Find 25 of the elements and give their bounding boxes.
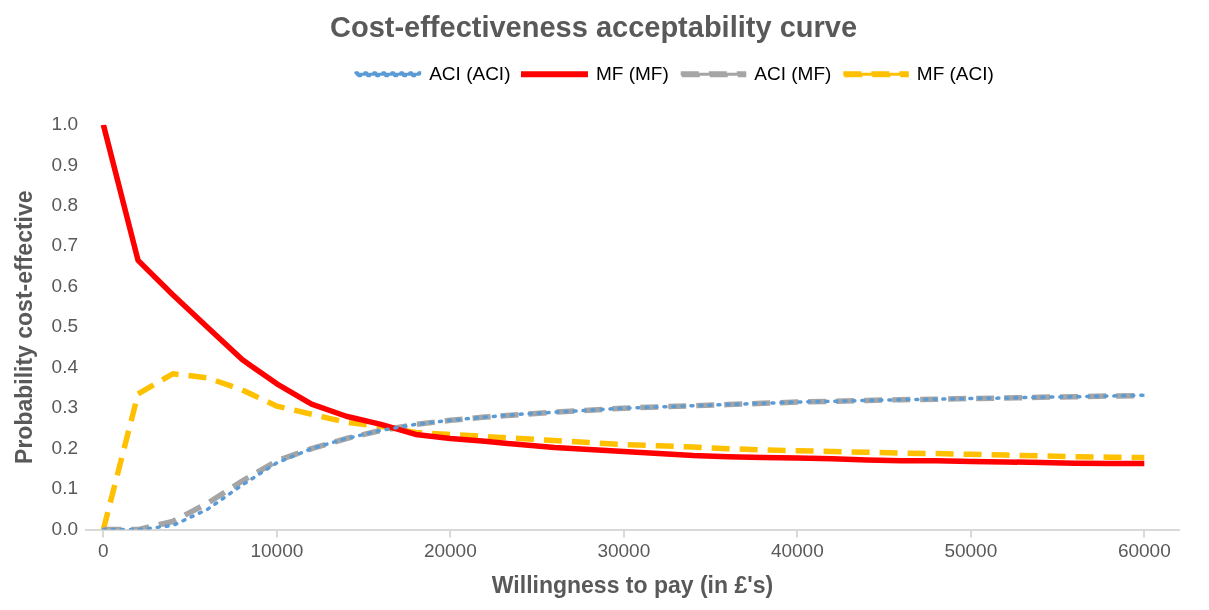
x-tick-label: 30000: [597, 540, 651, 562]
x-tick-label: 20000: [423, 540, 477, 562]
y-tick-label: 0.3: [51, 396, 79, 418]
y-tick-label: 0.8: [51, 193, 79, 215]
x-tick-label: 40000: [770, 540, 824, 562]
y-tick-label: 0.4: [51, 355, 79, 377]
y-tick-label: 0.9: [51, 153, 79, 175]
y-tick-label: 0.7: [51, 234, 79, 256]
y-tick-label: 0.1: [51, 477, 79, 499]
y-axis-title: Probability cost-effective: [11, 190, 38, 464]
x-axis-title: Willingness to pay (in £'s): [491, 571, 774, 598]
y-tick-label: 0.5: [51, 315, 79, 337]
legend-label: ACI (MF): [754, 62, 832, 84]
y-tick-label: 1.0: [51, 113, 79, 135]
x-tick-label: 0: [98, 540, 109, 562]
y-tick-label: 0.2: [51, 436, 79, 458]
y-tick-label: 0.0: [51, 517, 79, 539]
legend-label: MF (ACI): [916, 62, 994, 84]
x-tick-label: 50000: [944, 540, 998, 562]
legend-label: ACI (ACI): [429, 62, 511, 84]
x-tick-label: 60000: [1117, 540, 1171, 562]
y-tick-label: 0.6: [51, 274, 79, 296]
legend-label: MF (MF): [595, 62, 669, 84]
x-tick-label: 10000: [250, 540, 304, 562]
chart-title: Cost-effectiveness acceptability curve: [329, 11, 858, 44]
